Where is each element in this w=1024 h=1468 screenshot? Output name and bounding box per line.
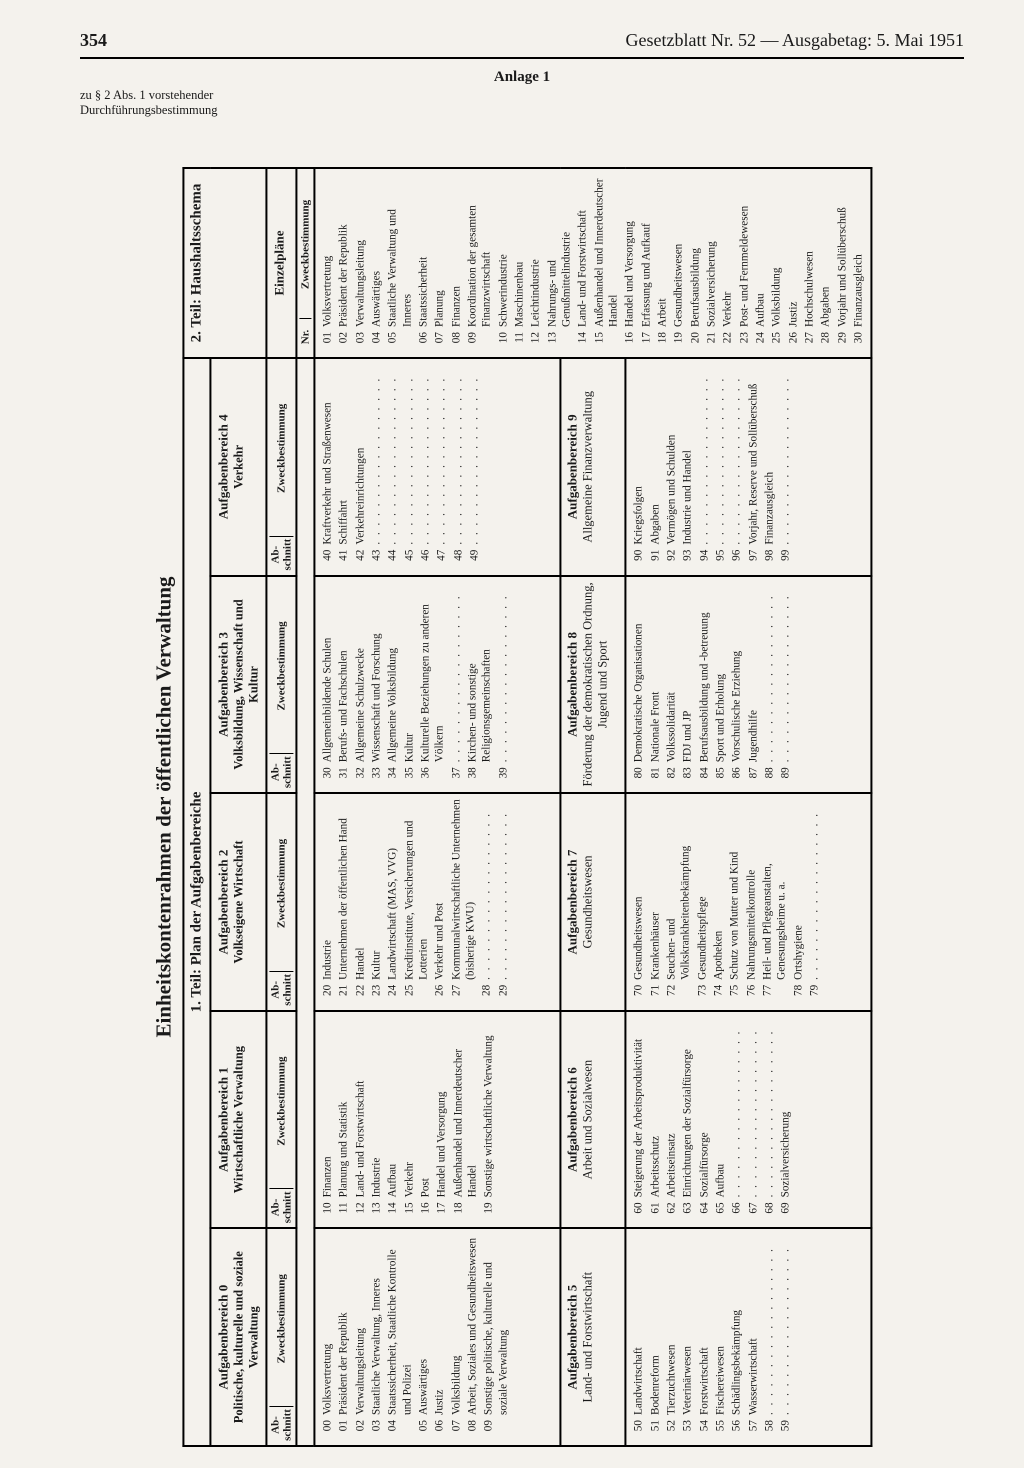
teil2-header: 2. Teil: Haushaltsschema [188,184,204,343]
annex-note: zu § 2 Abs. 1 vorstehender Durchführungs… [80,88,964,118]
page-number: 354 [80,30,107,51]
main-title: Einheitskontenrahmen der öffentlichen Ve… [151,167,176,1447]
teil1-header: 1. Teil: Plan der Aufgabenbereiche [183,358,210,1446]
annex-label: Anlage 1 [80,69,964,86]
main-table: 1. Teil: Plan der Aufgabenbereiche 2. Te… [182,167,872,1447]
running-head: Gesetzblatt Nr. 52 — Ausgabetag: 5. Mai … [626,30,964,51]
